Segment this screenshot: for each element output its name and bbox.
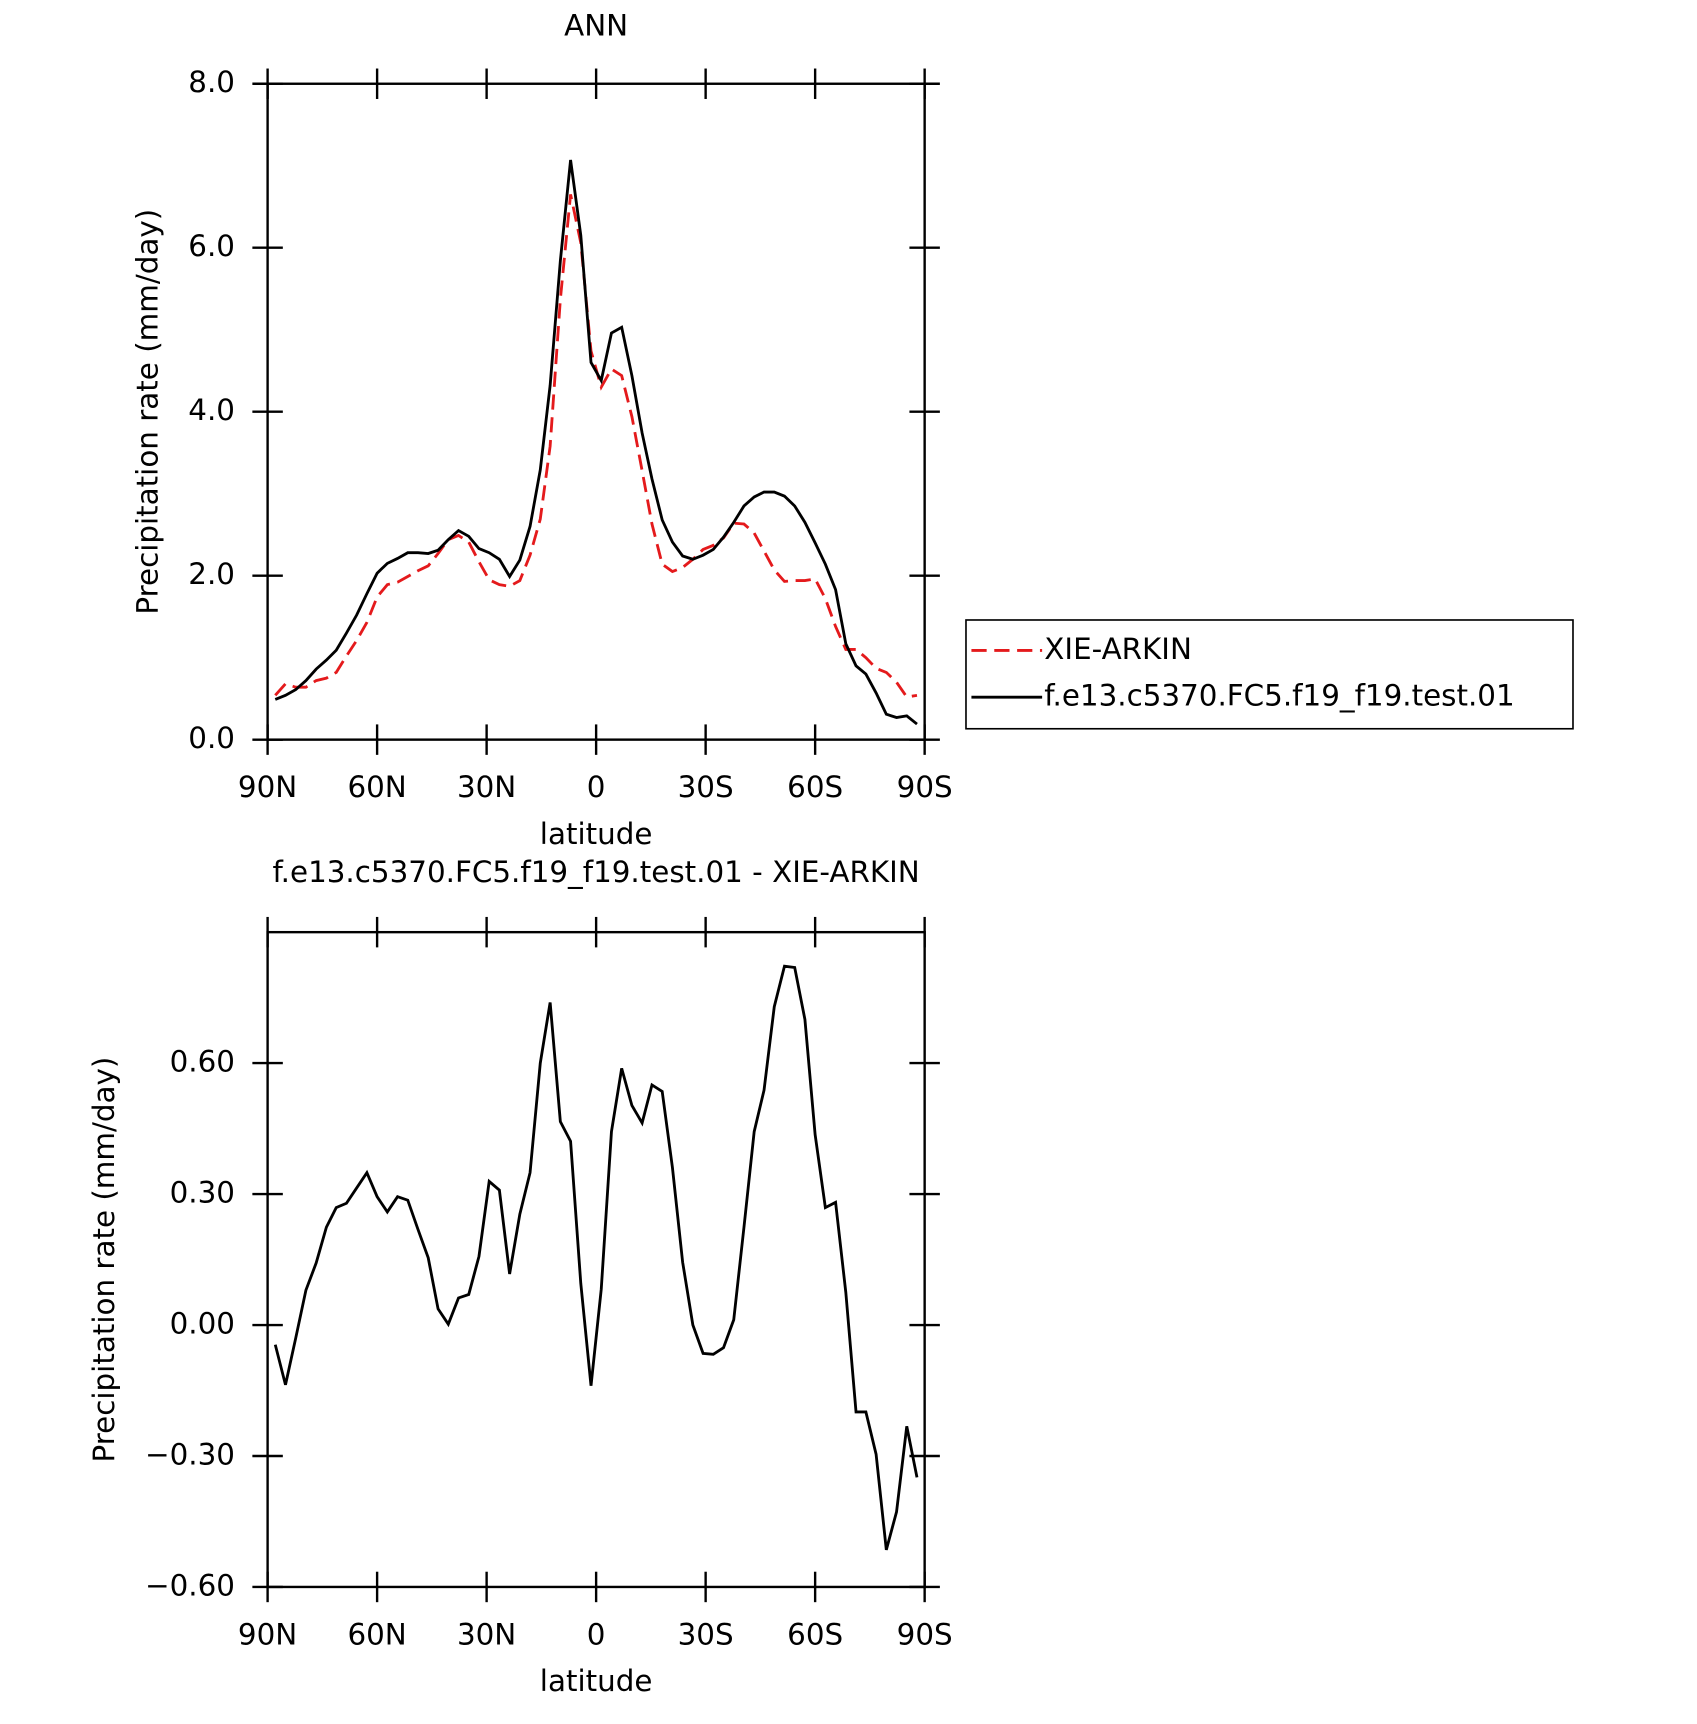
x-tick-label: 90N [238, 770, 297, 804]
x-tick-label: 60N [347, 1617, 406, 1651]
x-tick-label: 30N [457, 770, 516, 804]
x-tick-label: 30S [678, 770, 734, 804]
data-line [273, 964, 919, 1551]
x-tick-label: 90N [238, 1617, 297, 1651]
data-line [274, 159, 918, 726]
legend-label: XIE-ARKIN [1044, 632, 1192, 666]
y-tick-label: 0.0 [188, 721, 235, 755]
x-axis-label: latitude [540, 817, 653, 851]
x-tick-label: 60S [787, 770, 843, 804]
y-axis-label: Precipitation rate (mm/day) [131, 209, 165, 615]
x-tick-label: 60N [347, 770, 406, 804]
y-tick-label: 0.30 [170, 1176, 235, 1210]
x-tick-label: 30S [678, 1617, 734, 1651]
y-tick-label: −0.60 [145, 1568, 235, 1602]
chart-title: f.e13.c5370.FC5.f19_f19.test.01 - XIE-AR… [272, 855, 919, 889]
y-tick-label: −0.30 [145, 1437, 235, 1471]
chart-title: ANN [564, 9, 628, 43]
y-tick-label: 4.0 [188, 393, 235, 427]
legend-box [965, 619, 1574, 730]
y-axis-label: Precipitation rate (mm/day) [87, 1057, 121, 1463]
y-tick-label: 8.0 [188, 65, 235, 99]
y-tick-label: 0.00 [170, 1307, 235, 1341]
x-tick-label: 60S [787, 1617, 843, 1651]
legend-label: f.e13.c5370.FC5.f19_f19.test.01 [1044, 679, 1514, 713]
plot-frame [266, 930, 926, 1589]
x-axis-label: latitude [540, 1664, 653, 1698]
x-tick-label: 30N [457, 1617, 516, 1651]
x-tick-label: 0 [587, 1617, 606, 1651]
y-tick-label: 2.0 [188, 557, 235, 591]
x-tick-label: 90S [897, 770, 953, 804]
data-line [274, 194, 918, 699]
x-tick-label: 0 [587, 770, 606, 804]
y-tick-label: 6.0 [188, 229, 235, 263]
plot-frame [266, 82, 926, 741]
x-tick-label: 90S [897, 1617, 953, 1651]
y-tick-label: 0.60 [170, 1045, 235, 1079]
